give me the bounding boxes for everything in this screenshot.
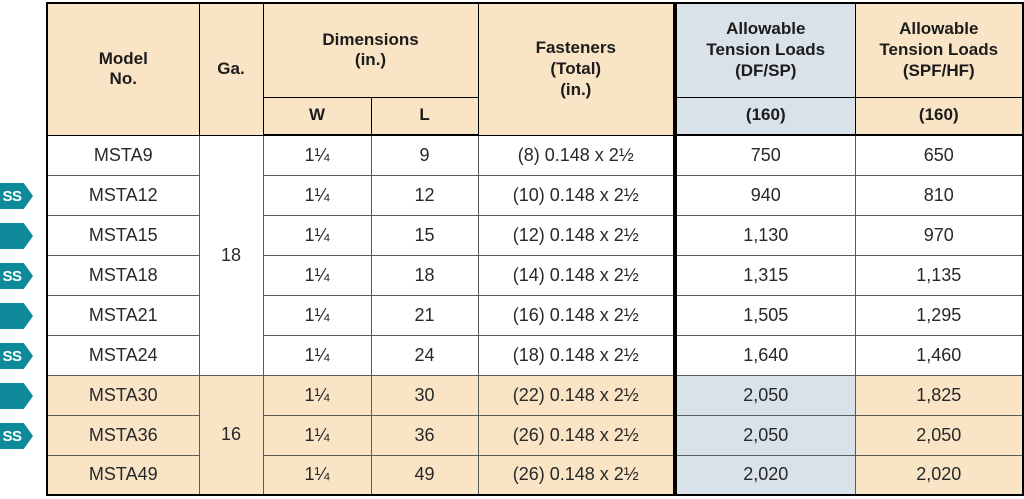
arrow-badge-icon <box>0 223 33 249</box>
width-cell: 1¼ <box>262 134 372 176</box>
table-row: MSTA21 1¼ 21 (16) 0.148 x 2½ 1,505 1,295 <box>46 294 1024 336</box>
df-load-cell: 750 <box>673 134 856 176</box>
header-df-load-duration: (160) <box>673 96 856 136</box>
ss-badge-label: SS <box>2 267 22 285</box>
spf-load-cell: 1,825 <box>854 374 1024 416</box>
fasteners-cell: (12) 0.148 x 2½ <box>477 214 676 256</box>
fasteners-cell: (26) 0.148 x 2½ <box>477 454 676 496</box>
model-cell: MSTA24 <box>46 334 200 376</box>
length-cell: 21 <box>370 294 479 336</box>
fasteners-cell: (22) 0.148 x 2½ <box>477 374 676 416</box>
fasteners-cell: (18) 0.148 x 2½ <box>477 334 676 376</box>
ga-group-cell: 16 <box>198 374 264 496</box>
table-row: MSTA9 18 1¼ 9 (8) 0.148 x 2½ 750 650 <box>46 134 1024 376</box>
width-cell: 1¼ <box>262 214 372 256</box>
fasteners-cell: (16) 0.148 x 2½ <box>477 294 676 336</box>
width-cell: 1¼ <box>262 374 372 416</box>
header-allowable-df-sp: Allowable Tension Loads (DF/SP) <box>673 2 856 98</box>
ss-badge-icon: SS <box>0 423 33 449</box>
header-dimensions: Dimensions (in.) <box>262 2 479 98</box>
df-load-cell: 940 <box>673 174 856 216</box>
model-cell: MSTA9 <box>46 134 200 176</box>
msta-tension-loads-table: Model No. Ga. Dimensions (in.) Fasteners… <box>46 2 1024 496</box>
width-cell: 1¼ <box>262 414 372 456</box>
df-load-cell: 1,505 <box>673 294 856 336</box>
model-cell: MSTA36 <box>46 414 200 456</box>
spf-load-cell: 1,135 <box>854 254 1024 296</box>
length-cell: 49 <box>370 454 479 496</box>
spf-load-cell: 1,295 <box>854 294 1024 336</box>
table-row: MSTA12 1¼ 12 (10) 0.148 x 2½ 940 810 <box>46 174 1024 216</box>
spf-load-cell: 810 <box>854 174 1024 216</box>
fasteners-cell: (14) 0.148 x 2½ <box>477 254 676 296</box>
model-cell: MSTA49 <box>46 454 200 496</box>
length-cell: 15 <box>370 214 479 256</box>
width-cell: 1¼ <box>262 454 372 496</box>
spf-load-cell: 1,460 <box>854 334 1024 376</box>
df-load-cell: 1,315 <box>673 254 856 296</box>
length-cell: 24 <box>370 334 479 376</box>
table-row: MSTA30 16 1¼ 30 (22) 0.148 x 2½ 2,050 1,… <box>46 374 1024 496</box>
model-cell: MSTA21 <box>46 294 200 336</box>
width-cell: 1¼ <box>262 174 372 216</box>
ss-badge-label: SS <box>2 347 22 365</box>
spf-load-cell: 650 <box>854 134 1024 176</box>
ss-badge-label: SS <box>2 187 22 205</box>
header-fasteners: Fasteners (Total) (in.) <box>477 2 676 136</box>
table-row: MSTA49 1¼ 49 (26) 0.148 x 2½ 2,020 2,020 <box>46 454 1024 496</box>
width-cell: 1¼ <box>262 254 372 296</box>
table-row: MSTA36 1¼ 36 (26) 0.148 x 2½ 2,050 2,050 <box>46 414 1024 456</box>
df-load-cell: 1,640 <box>673 334 856 376</box>
df-load-cell: 1,130 <box>673 214 856 256</box>
arrow-badge-icon <box>0 303 33 329</box>
spf-load-cell: 2,020 <box>854 454 1024 496</box>
table-row: MSTA15 1¼ 15 (12) 0.148 x 2½ 1,130 970 <box>46 214 1024 256</box>
df-load-cell: 2,020 <box>673 454 856 496</box>
ga-group-cell: 18 <box>198 134 264 376</box>
model-cell: MSTA15 <box>46 214 200 256</box>
arrow-badge-icon <box>0 383 33 409</box>
width-cell: 1¼ <box>262 334 372 376</box>
table-row: MSTA24 1¼ 24 (18) 0.148 x 2½ 1,640 1,460 <box>46 334 1024 376</box>
fasteners-cell: (10) 0.148 x 2½ <box>477 174 676 216</box>
ss-badge-icon: SS <box>0 183 33 209</box>
spf-load-cell: 2,050 <box>854 414 1024 456</box>
model-cell: MSTA30 <box>46 374 200 416</box>
ss-badge-label: SS <box>2 427 22 445</box>
fasteners-cell: (8) 0.148 x 2½ <box>477 134 676 176</box>
ss-badge-icon: SS <box>0 343 33 369</box>
model-cell: MSTA18 <box>46 254 200 296</box>
length-cell: 30 <box>370 374 479 416</box>
width-cell: 1¼ <box>262 294 372 336</box>
header-l: L <box>370 96 479 136</box>
df-load-cell: 2,050 <box>673 414 856 456</box>
header-ga: Ga. <box>198 2 264 136</box>
header-w: W <box>262 96 372 136</box>
length-cell: 36 <box>370 414 479 456</box>
spf-load-cell: 970 <box>854 214 1024 256</box>
header-allowable-spf-hf: Allowable Tension Loads (SPF/HF) <box>854 2 1024 98</box>
df-load-cell: 2,050 <box>673 374 856 416</box>
table-row: MSTA18 1¼ 18 (14) 0.148 x 2½ 1,315 1,135 <box>46 254 1024 296</box>
length-cell: 18 <box>370 254 479 296</box>
ss-badge-icon: SS <box>0 263 33 289</box>
header-spf-load-duration: (160) <box>854 96 1024 136</box>
header-model-no: Model No. <box>46 2 200 136</box>
model-cell: MSTA12 <box>46 174 200 216</box>
fasteners-cell: (26) 0.148 x 2½ <box>477 414 676 456</box>
length-cell: 9 <box>370 134 479 176</box>
length-cell: 12 <box>370 174 479 216</box>
